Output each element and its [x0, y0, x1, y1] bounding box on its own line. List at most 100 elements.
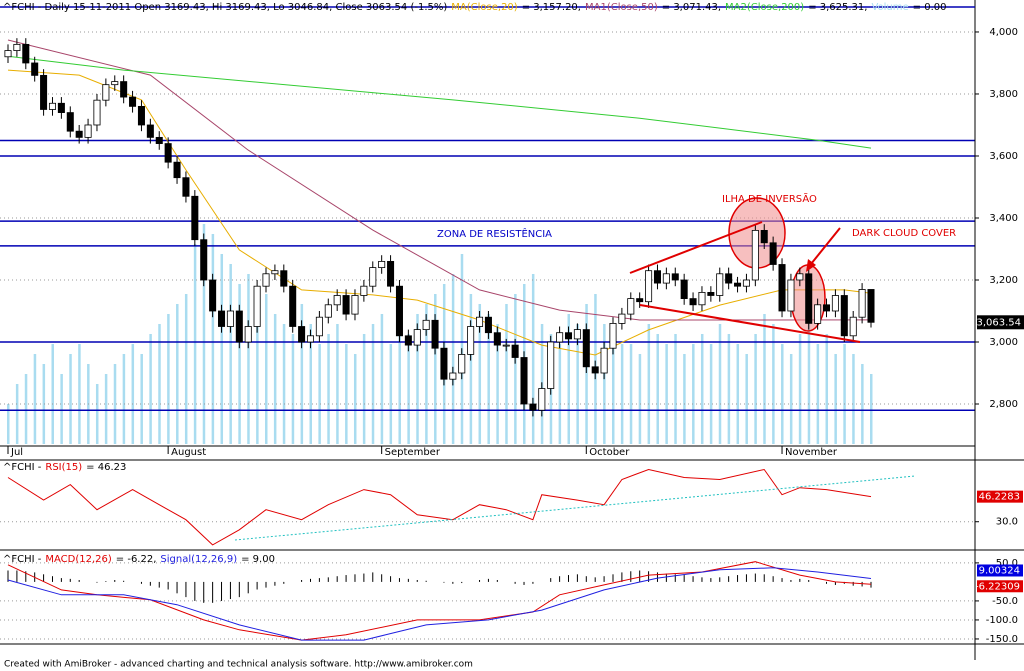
candle-body — [814, 304, 822, 324]
candle-body — [573, 329, 581, 340]
legend-entry: Signal(12,26,9) — [160, 554, 237, 565]
y-tick-label: -50.0 — [992, 596, 1018, 607]
candle-body — [609, 322, 617, 349]
candle-body — [751, 229, 759, 281]
value-box — [977, 490, 1023, 503]
candle-layer — [4, 38, 875, 417]
candle-body — [600, 347, 608, 374]
candle-body — [582, 329, 590, 368]
volume-bar — [852, 354, 855, 444]
candle-body — [102, 84, 110, 101]
candle-body — [137, 105, 145, 126]
legend-entry: = 0.00 — [913, 2, 947, 13]
volume-bar — [282, 324, 286, 444]
candle-body — [226, 310, 234, 327]
legend-entry: = -6.22, — [116, 554, 157, 565]
volume-bar — [478, 304, 482, 444]
volume-bar — [531, 274, 535, 444]
volume-bar — [122, 354, 126, 444]
volume-bar — [229, 264, 232, 444]
candle-body — [218, 310, 226, 327]
candle-body — [262, 273, 270, 287]
candle-body — [680, 279, 688, 299]
volume-bar — [140, 354, 143, 444]
candle-body — [760, 229, 768, 244]
candle-body — [538, 388, 546, 411]
candle-body — [662, 273, 670, 284]
volume-bar — [24, 374, 28, 444]
legend: ^FCHI - RSI(15) = 46.23 — [3, 462, 126, 473]
candle-body — [333, 295, 341, 306]
candle-body — [22, 43, 30, 64]
legend-entry: MA(Close,20) — [451, 2, 518, 13]
volume-bar — [754, 334, 757, 444]
annotation: ZONA DE RESISTÊNCIA — [437, 227, 552, 240]
volume-bar — [656, 334, 659, 444]
candle-body — [111, 81, 119, 86]
volume-bar — [184, 294, 188, 444]
volume-bar — [60, 374, 63, 444]
volume-bar — [709, 344, 713, 444]
volume-bar — [371, 324, 375, 444]
volume-bar — [291, 334, 295, 444]
candle-body — [413, 329, 421, 346]
volume-bar — [718, 324, 722, 444]
value-box — [977, 564, 1023, 577]
candle-body — [493, 332, 501, 346]
volume-bar — [327, 334, 330, 444]
volume-bar — [629, 344, 633, 444]
value-box-label: 46.2283 — [979, 492, 1020, 503]
volume-bar — [825, 334, 829, 444]
series-line — [7, 468, 872, 546]
annotation: ILHA DE INVERSÃO — [722, 192, 817, 205]
volume-bar — [95, 384, 99, 444]
candle-body — [823, 304, 831, 312]
x-tick-label: October — [589, 447, 630, 458]
candle-body — [653, 270, 661, 284]
y-tick-label: -150.0 — [986, 634, 1018, 645]
volume-bar — [211, 234, 215, 444]
price-box-label: 3,063.54 — [976, 317, 1021, 328]
candle-body — [129, 96, 137, 107]
candle-body — [627, 298, 635, 315]
candle-body — [289, 285, 297, 327]
volume-bar — [843, 344, 846, 444]
legend-entry: = 46.23 — [86, 462, 126, 473]
candle-body — [520, 357, 528, 405]
candle-body — [369, 267, 377, 287]
volume-bar — [247, 274, 250, 444]
candle-body — [200, 239, 208, 281]
candle-body — [173, 161, 181, 179]
candle-body — [48, 102, 56, 110]
y-tick-label: 3,200 — [989, 275, 1018, 286]
candle-body — [164, 143, 172, 163]
candle-body — [244, 326, 252, 343]
candle-body — [191, 195, 199, 241]
legend-entry: MA1(Close,50) — [585, 2, 658, 13]
candle-body — [75, 130, 83, 138]
candle-body — [858, 289, 866, 318]
candle-body — [805, 273, 813, 324]
candle-body — [306, 335, 315, 343]
volume-bar — [692, 344, 695, 444]
volume-bar — [576, 324, 579, 444]
y-tick-label: 3,800 — [989, 89, 1018, 100]
x-tick-label: November — [785, 447, 838, 458]
legend-entry: MACD(12,26) — [45, 554, 112, 565]
candle-body — [146, 124, 154, 138]
annotation: DARK CLOUD COVER — [852, 228, 956, 239]
volume-bar — [131, 344, 135, 444]
volume-bar — [7, 404, 10, 444]
volume-bar — [345, 344, 348, 444]
candle-body — [324, 304, 332, 318]
candle-body — [787, 279, 795, 312]
legend-entry: ^FCHI - — [3, 554, 42, 565]
volume-bar — [69, 354, 72, 444]
volume-bar — [78, 344, 81, 444]
volume-bar — [362, 334, 366, 444]
candle-body — [93, 99, 101, 126]
volume-bar — [496, 324, 499, 444]
candle-body — [253, 285, 261, 327]
candle-body — [209, 279, 217, 312]
candle-body — [831, 295, 839, 312]
